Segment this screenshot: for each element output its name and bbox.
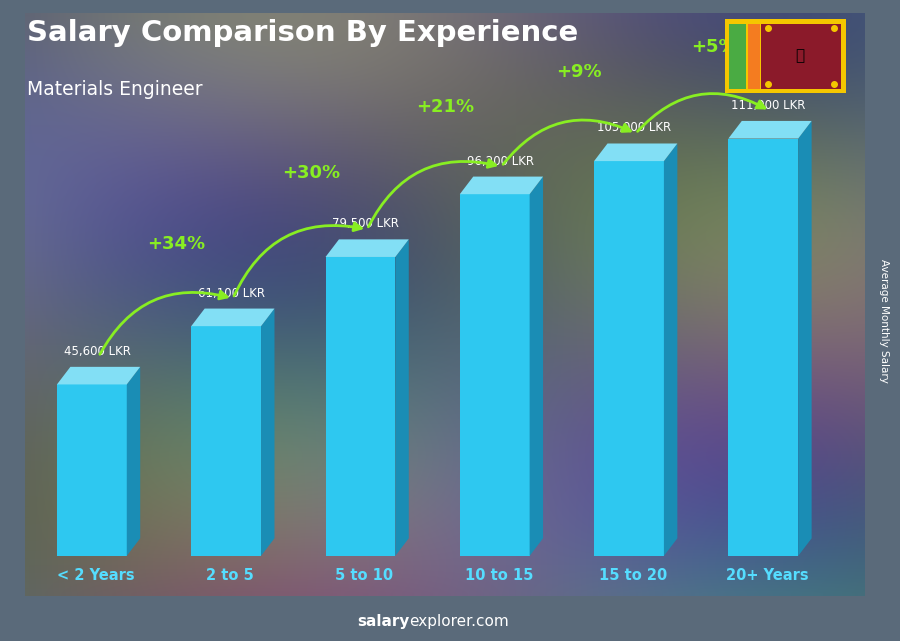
Text: 79,500 LKR: 79,500 LKR bbox=[332, 217, 400, 230]
Text: 10 to 15: 10 to 15 bbox=[464, 569, 533, 583]
Text: 20+ Years: 20+ Years bbox=[726, 569, 808, 583]
Polygon shape bbox=[261, 308, 274, 556]
Polygon shape bbox=[127, 367, 140, 556]
Text: Materials Engineer: Materials Engineer bbox=[27, 80, 202, 99]
Text: 96,200 LKR: 96,200 LKR bbox=[466, 154, 534, 167]
Text: 105,000 LKR: 105,000 LKR bbox=[598, 121, 671, 135]
Text: +5%: +5% bbox=[691, 38, 736, 56]
Polygon shape bbox=[460, 176, 543, 194]
Text: 111,000 LKR: 111,000 LKR bbox=[732, 99, 806, 112]
Bar bbox=[761, 24, 842, 88]
Bar bbox=[729, 24, 746, 88]
Text: Average Monthly Salary: Average Monthly Salary bbox=[878, 258, 889, 383]
Text: 5 to 10: 5 to 10 bbox=[336, 569, 393, 583]
Polygon shape bbox=[57, 367, 140, 385]
Text: 45,600 LKR: 45,600 LKR bbox=[64, 345, 130, 358]
Text: < 2 Years: < 2 Years bbox=[57, 569, 135, 583]
Polygon shape bbox=[728, 121, 812, 138]
Text: salary: salary bbox=[357, 615, 410, 629]
Polygon shape bbox=[664, 144, 678, 556]
Polygon shape bbox=[728, 138, 798, 556]
Text: 🦁: 🦁 bbox=[796, 49, 805, 63]
Polygon shape bbox=[594, 161, 664, 556]
Polygon shape bbox=[191, 308, 274, 326]
Polygon shape bbox=[798, 121, 812, 556]
Polygon shape bbox=[57, 385, 127, 556]
Text: +21%: +21% bbox=[416, 98, 474, 116]
Bar bbox=[748, 24, 760, 88]
Polygon shape bbox=[529, 176, 543, 556]
Polygon shape bbox=[326, 257, 395, 556]
Text: Salary Comparison By Experience: Salary Comparison By Experience bbox=[27, 19, 578, 47]
Text: 15 to 20: 15 to 20 bbox=[598, 569, 667, 583]
Text: explorer.com: explorer.com bbox=[410, 615, 509, 629]
Text: +34%: +34% bbox=[148, 235, 205, 253]
Text: 61,100 LKR: 61,100 LKR bbox=[198, 287, 265, 299]
Polygon shape bbox=[460, 194, 529, 556]
Polygon shape bbox=[326, 239, 409, 257]
Polygon shape bbox=[191, 326, 261, 556]
Text: +30%: +30% bbox=[282, 163, 340, 181]
Text: +9%: +9% bbox=[556, 63, 602, 81]
Polygon shape bbox=[594, 144, 678, 161]
Polygon shape bbox=[395, 239, 409, 556]
Text: 2 to 5: 2 to 5 bbox=[206, 569, 254, 583]
